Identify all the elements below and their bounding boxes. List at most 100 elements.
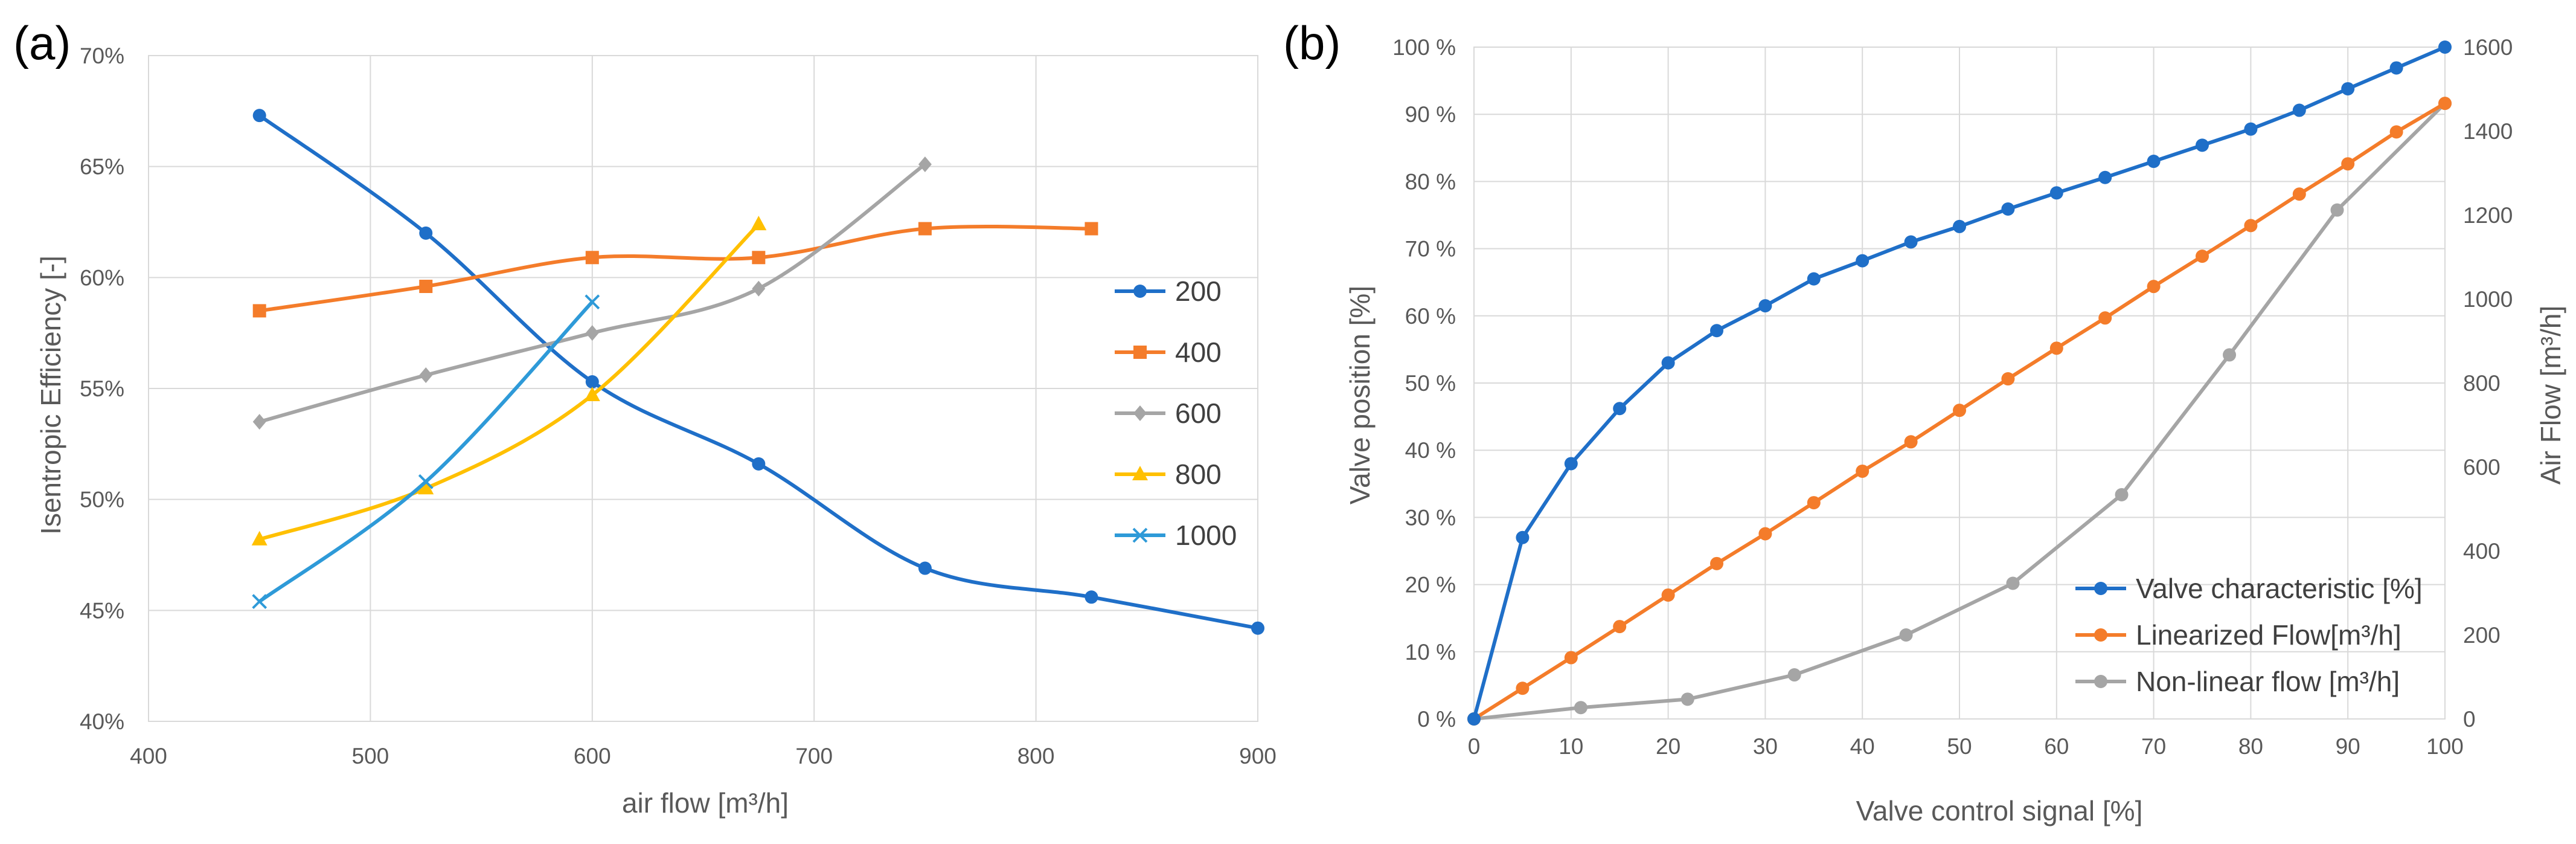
chart-a-grid [148, 55, 1258, 722]
chart-b-y-tick: 10 % [1405, 640, 1456, 665]
chart-a-y-tick: 40% [80, 709, 124, 734]
chart-b-x-tick: 50 [1947, 734, 1972, 759]
chart-a-data-point [252, 304, 266, 318]
chart-a-x-tick: 500 [352, 744, 389, 768]
chart-b-data-point [1953, 404, 1966, 417]
chart-b-data-point [2438, 97, 2452, 111]
chart-a-y-tick: 65% [80, 155, 124, 179]
chart-a-series-600 [252, 156, 932, 430]
chart-b-series-line [1473, 101, 2447, 721]
chart-b-y-tick: 0 % [1417, 707, 1456, 732]
chart-b-data-point [1710, 324, 1723, 338]
chart-a-legend-label: 200 [1175, 275, 1222, 307]
chart-b-data-point [1613, 402, 1627, 416]
chart-b-x-tick: 60 [2044, 734, 2069, 759]
chart-a-data-point [585, 325, 599, 341]
chart-b-x-tick: 40 [1850, 734, 1875, 759]
chart-b-legend-item: Non-linear flow [m³/h] [2075, 666, 2400, 697]
chart-b-x-tick: 80 [2238, 734, 2263, 759]
chart-b-valve: 0 10 20 30 40 50 60 70 80 90 100 0 % 10 % 20 % 30 % 40 … [1344, 35, 2566, 826]
chart-b-grid [1473, 47, 2446, 720]
chart-b-data-point [1710, 556, 1723, 570]
chart-b-data-point [2098, 311, 2112, 325]
chart-b-data-point [2001, 372, 2015, 386]
chart-a-legend-marker [1133, 285, 1147, 298]
chart-b-data-point [2389, 61, 2403, 75]
chart-b-data-point [1856, 464, 1870, 478]
chart-b-data-point [2049, 186, 2063, 200]
chart-b-data-point [2244, 219, 2258, 233]
chart-a-data-point [418, 480, 434, 495]
chart-b-y-tick: 50 % [1405, 371, 1456, 396]
chart-b-data-point [1564, 457, 1578, 471]
chart-b-data-point [1807, 272, 1821, 286]
chart-b-x-tick: 20 [1656, 734, 1680, 759]
chart-a-data-point [1085, 222, 1098, 236]
chart-a-data-point [1251, 621, 1264, 635]
chart-a-data-point [752, 457, 766, 471]
chart-a-series-1000 [252, 294, 600, 610]
chart-b-data-point [2244, 122, 2258, 136]
chart-a-x-tick: 600 [574, 744, 611, 768]
chart-a-x-tick: 700 [795, 744, 833, 768]
chart-b-x-tick: 70 [2141, 734, 2166, 759]
chart-b-y-tick: 20 % [1405, 573, 1456, 598]
chart-a-y-tick: 55% [80, 376, 124, 401]
chart-a-data-point [918, 156, 932, 172]
chart-b-data-point [2292, 187, 2306, 201]
chart-b-series-2 [1467, 97, 2452, 726]
chart-a-data-point [1085, 590, 1098, 604]
chart-b-ticks: 0 10 20 30 40 50 60 70 80 90 100 0 % 10 % 20 % 30 % 40 … [1392, 35, 2513, 759]
chart-a-legend-label: 800 [1175, 459, 1222, 490]
chart-b-y-tick: 100 % [1392, 35, 1456, 60]
chart-b-data-point [1661, 356, 1675, 370]
chart-b-right-tick: 1000 [2463, 287, 2513, 312]
chart-a-y-tick: 45% [80, 598, 124, 623]
chart-b-y-tick: 90 % [1405, 102, 1456, 127]
chart-a-data-point [419, 226, 433, 240]
chart-b-data-point [1516, 681, 1530, 695]
chart-a-data-point [752, 251, 766, 265]
chart-a-y-tick: 70% [80, 43, 124, 68]
chart-a-x-tick: 400 [130, 744, 167, 768]
chart-a-data-point [584, 387, 600, 402]
chart-b-data-point [2098, 170, 2112, 184]
chart-a-ticks: 400 500 600 700 800 900 40% 45% 50% 55% 60% 65% 70% [80, 43, 1277, 768]
chart-b-legend-label: Valve characteristic [%] [2136, 573, 2423, 604]
chart-b-data-point [1758, 299, 1772, 313]
chart-b-data-point [1787, 668, 1801, 682]
chart-a-data-point [585, 294, 600, 310]
chart-b-data-point [1758, 527, 1772, 541]
chart-a-legend-label: 1000 [1175, 520, 1237, 551]
chart-a-y-axis-label: Isentropic Efficiency [-] [35, 256, 66, 535]
chart-b-data-point [2196, 138, 2209, 152]
chart-a-legend-marker [1132, 527, 1148, 543]
chart-b-right-tick: 200 [2463, 623, 2501, 648]
chart-b-data-point [2147, 155, 2161, 169]
chart-b-legend-label: Non-linear flow [m³/h] [2136, 666, 2400, 697]
chart-b-data-point [1467, 712, 1481, 726]
chart-a-legend-item: 600 [1115, 398, 1222, 429]
chart-a-series-400 [252, 222, 1098, 318]
chart-b-legend-marker [2094, 628, 2107, 642]
chart-b-y-tick: 60 % [1405, 304, 1456, 329]
chart-b-data-point [2438, 40, 2452, 54]
chart-b-right-tick: 600 [2463, 455, 2501, 480]
chart-b-data-point [2115, 488, 2129, 501]
chart-a-data-point [585, 251, 599, 265]
chart-a-data-point [918, 561, 932, 575]
chart-b-data-point [2341, 82, 2355, 95]
panel-b-label: (b) [1283, 16, 1341, 69]
chart-a-legend-item: 800 [1115, 459, 1222, 490]
chart-b-data-point [2292, 103, 2306, 117]
chart-a-legend-marker [1133, 405, 1147, 421]
chart-b-right-tick: 1200 [2463, 203, 2513, 228]
chart-b-data-point [1953, 219, 1966, 233]
chart-b-data-point [1680, 692, 1694, 706]
chart-a-x-axis-label: air flow [m³/h] [622, 787, 789, 819]
chart-b-right-tick: 0 [2463, 707, 2476, 732]
chart-b-right-tick: 400 [2463, 539, 2501, 564]
chart-a-data-point [751, 216, 767, 231]
chart-b-right-tick: 1400 [2463, 119, 2513, 144]
